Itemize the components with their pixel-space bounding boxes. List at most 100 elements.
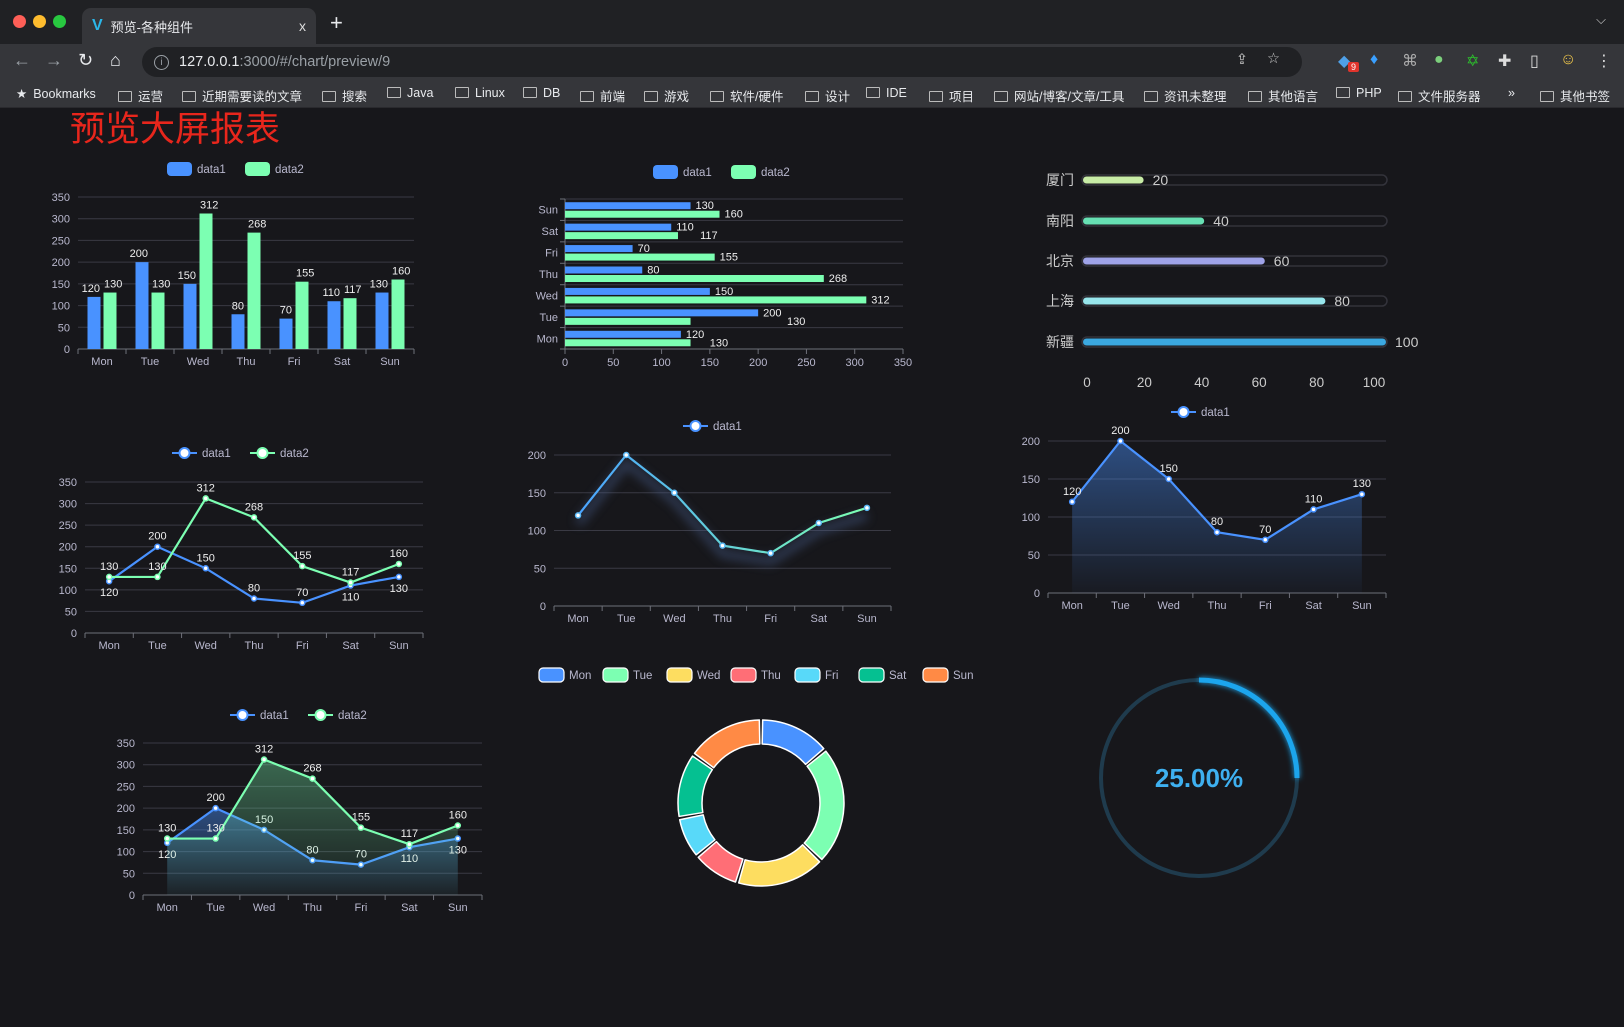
data-point bbox=[863, 504, 871, 512]
other-bookmarks-folder[interactable]: 其他书签 bbox=[1540, 86, 1610, 105]
bookmark-folder[interactable]: 近期需要读的文章 bbox=[182, 86, 302, 105]
star-extension-icon[interactable]: ✡ bbox=[1466, 53, 1480, 70]
x-tick-label: 150 bbox=[701, 357, 719, 369]
maximize-window-button[interactable] bbox=[53, 15, 66, 28]
legend-item-Thu[interactable]: Thu bbox=[730, 667, 781, 683]
y-tick-label: 50 bbox=[58, 322, 70, 334]
bar-value-label: 160 bbox=[725, 209, 743, 221]
pie-slice-Mon[interactable] bbox=[761, 719, 825, 766]
pie-slice-Thu[interactable] bbox=[697, 840, 744, 883]
area-fill-data2 bbox=[167, 759, 458, 895]
browser-menu-icon[interactable]: ⋮ bbox=[1596, 53, 1612, 70]
close-window-button[interactable] bbox=[13, 15, 26, 28]
pie-slice-Wed[interactable] bbox=[737, 844, 821, 887]
bookmark-folder[interactable]: IDE bbox=[866, 86, 907, 100]
y-tick-label: Tue bbox=[539, 312, 558, 324]
legend-item-Wed[interactable]: Wed bbox=[666, 667, 720, 683]
bookmark-folder[interactable]: 网站/博客/文章/工具 bbox=[994, 86, 1124, 105]
extensions-puzzle-icon[interactable]: ✚ bbox=[1498, 53, 1512, 70]
side-panel-icon[interactable]: ▯ bbox=[1530, 53, 1539, 70]
forward-button[interactable]: → bbox=[45, 50, 63, 70]
browser-tab[interactable]: V 预览-各种组件 x bbox=[82, 8, 316, 44]
more-bookmarks-button[interactable]: » bbox=[1508, 86, 1515, 100]
bar-value-label: 120 bbox=[686, 329, 704, 341]
legend-item-Sat[interactable]: Sat bbox=[858, 667, 907, 683]
tab-search-chevron-icon[interactable]: ⌵ bbox=[1596, 12, 1606, 27]
bookmark-folder[interactable]: 其他语言 bbox=[1248, 86, 1318, 105]
x-tick-label: 250 bbox=[797, 357, 815, 369]
extension-icon[interactable]: ◆ bbox=[1338, 53, 1351, 70]
data-point bbox=[299, 562, 306, 570]
x-tick-label: Mon bbox=[567, 613, 588, 625]
bar-value-label: 200 bbox=[763, 307, 781, 319]
bookmark-folder[interactable]: 设计 bbox=[805, 86, 850, 105]
legend-swatch-icon bbox=[602, 667, 629, 683]
legend-item-data2[interactable]: data2 bbox=[250, 447, 309, 460]
site-info-icon[interactable]: i bbox=[154, 54, 169, 70]
bookmark-folder[interactable]: 搜索 bbox=[322, 86, 367, 105]
tab-close-button[interactable]: x bbox=[299, 18, 306, 34]
chart-9: 25.00% bbox=[1099, 677, 1300, 878]
data-point bbox=[250, 595, 258, 602]
bookmark-folder[interactable]: 资讯未整理 bbox=[1144, 86, 1227, 105]
bookmark-folder[interactable]: 文件服务器 bbox=[1398, 86, 1481, 105]
profile-avatar[interactable]: ☺ bbox=[1560, 51, 1577, 68]
reload-button[interactable]: ↻ bbox=[78, 50, 94, 70]
bookmark-folder[interactable]: 游戏 bbox=[644, 86, 689, 105]
legend-item-data1[interactable]: data1 bbox=[230, 709, 289, 722]
progress-value-label: 20 bbox=[1153, 172, 1169, 188]
legend-item-data2[interactable]: data2 bbox=[308, 709, 367, 722]
legend-circle-icon bbox=[1177, 406, 1190, 418]
pie-slice-Sun[interactable] bbox=[693, 719, 761, 769]
bookmark-folder[interactable]: 前端 bbox=[580, 86, 625, 105]
minimize-window-button[interactable] bbox=[33, 15, 46, 28]
bookmark-folder[interactable]: PHP bbox=[1336, 86, 1382, 100]
bookmark-folder[interactable]: Linux bbox=[455, 86, 505, 100]
bookmark-folder[interactable]: 软件/硬件 bbox=[710, 86, 783, 105]
progress-bar-南阳 bbox=[1083, 217, 1205, 225]
share-icon[interactable]: ⇪ bbox=[1235, 52, 1248, 68]
data-point bbox=[154, 573, 161, 581]
bookmark-folder[interactable]: DB bbox=[523, 86, 560, 100]
folder-icon bbox=[182, 91, 196, 102]
address-bar[interactable]: i 127.0.0.1:3000/#/chart/preview/9 ⇪ ☆ bbox=[142, 47, 1302, 77]
legend-item-data2[interactable]: data2 bbox=[731, 165, 790, 179]
legend-item-data1[interactable]: data1 bbox=[653, 165, 712, 179]
bookmarks-item[interactable]: ★ Bookmarks bbox=[16, 86, 96, 101]
bookmark-star-icon[interactable]: ☆ bbox=[1267, 51, 1280, 67]
green-dot-extension-icon[interactable]: ● bbox=[1434, 51, 1444, 68]
x-tick-label: Wed bbox=[253, 902, 275, 914]
data-point bbox=[1310, 506, 1317, 513]
home-button[interactable]: ⌂ bbox=[110, 50, 121, 70]
diamond-extension-icon[interactable]: ♦ bbox=[1370, 51, 1379, 68]
legend-item-Fri[interactable]: Fri bbox=[794, 667, 838, 683]
data-point bbox=[574, 512, 582, 519]
legend-item-data2[interactable]: data2 bbox=[245, 162, 304, 176]
legend-item-Sun[interactable]: Sun bbox=[922, 667, 973, 683]
y-tick-label: 0 bbox=[71, 628, 77, 640]
legend-item-Tue[interactable]: Tue bbox=[602, 667, 652, 683]
chart-2: data1 data2 Mon Tue Wed Thu Fri Sat Sun 0 50 100 150… bbox=[536, 165, 912, 369]
pie-slice-Sat[interactable] bbox=[677, 755, 714, 818]
folder-icon bbox=[580, 91, 594, 102]
chart-6: data1 0 50 100 150 200 Mon Tue Wed Thu Fri Sat Sun 12… bbox=[1022, 406, 1387, 612]
legend-item-data1[interactable]: data1 bbox=[167, 162, 226, 176]
bookmark-folder[interactable]: 项目 bbox=[929, 86, 974, 105]
back-button[interactable]: ← bbox=[13, 50, 31, 70]
bookmark-folder[interactable]: Java bbox=[387, 86, 433, 100]
point-value-label: 312 bbox=[255, 744, 273, 756]
command-extension-icon[interactable]: ⌘ bbox=[1402, 53, 1418, 70]
pie-slice-Fri[interactable] bbox=[678, 814, 716, 856]
legend-item-data1[interactable]: data1 bbox=[1171, 406, 1230, 419]
x-tick-label: Mon bbox=[98, 640, 119, 652]
gauge-progress-arc bbox=[1198, 677, 1300, 779]
legend-item-Mon[interactable]: Mon bbox=[538, 667, 591, 683]
bar-value-label: 155 bbox=[720, 252, 738, 264]
legend-item-data1[interactable]: data1 bbox=[683, 420, 742, 433]
y-tick-label: 350 bbox=[52, 192, 70, 204]
legend-item-data1[interactable]: data1 bbox=[172, 447, 231, 460]
new-tab-button[interactable]: + bbox=[330, 10, 343, 35]
bar-data2 bbox=[103, 292, 117, 349]
bookmark-folder[interactable]: 运营 bbox=[118, 86, 163, 105]
pie-slice-Tue[interactable] bbox=[803, 750, 845, 861]
